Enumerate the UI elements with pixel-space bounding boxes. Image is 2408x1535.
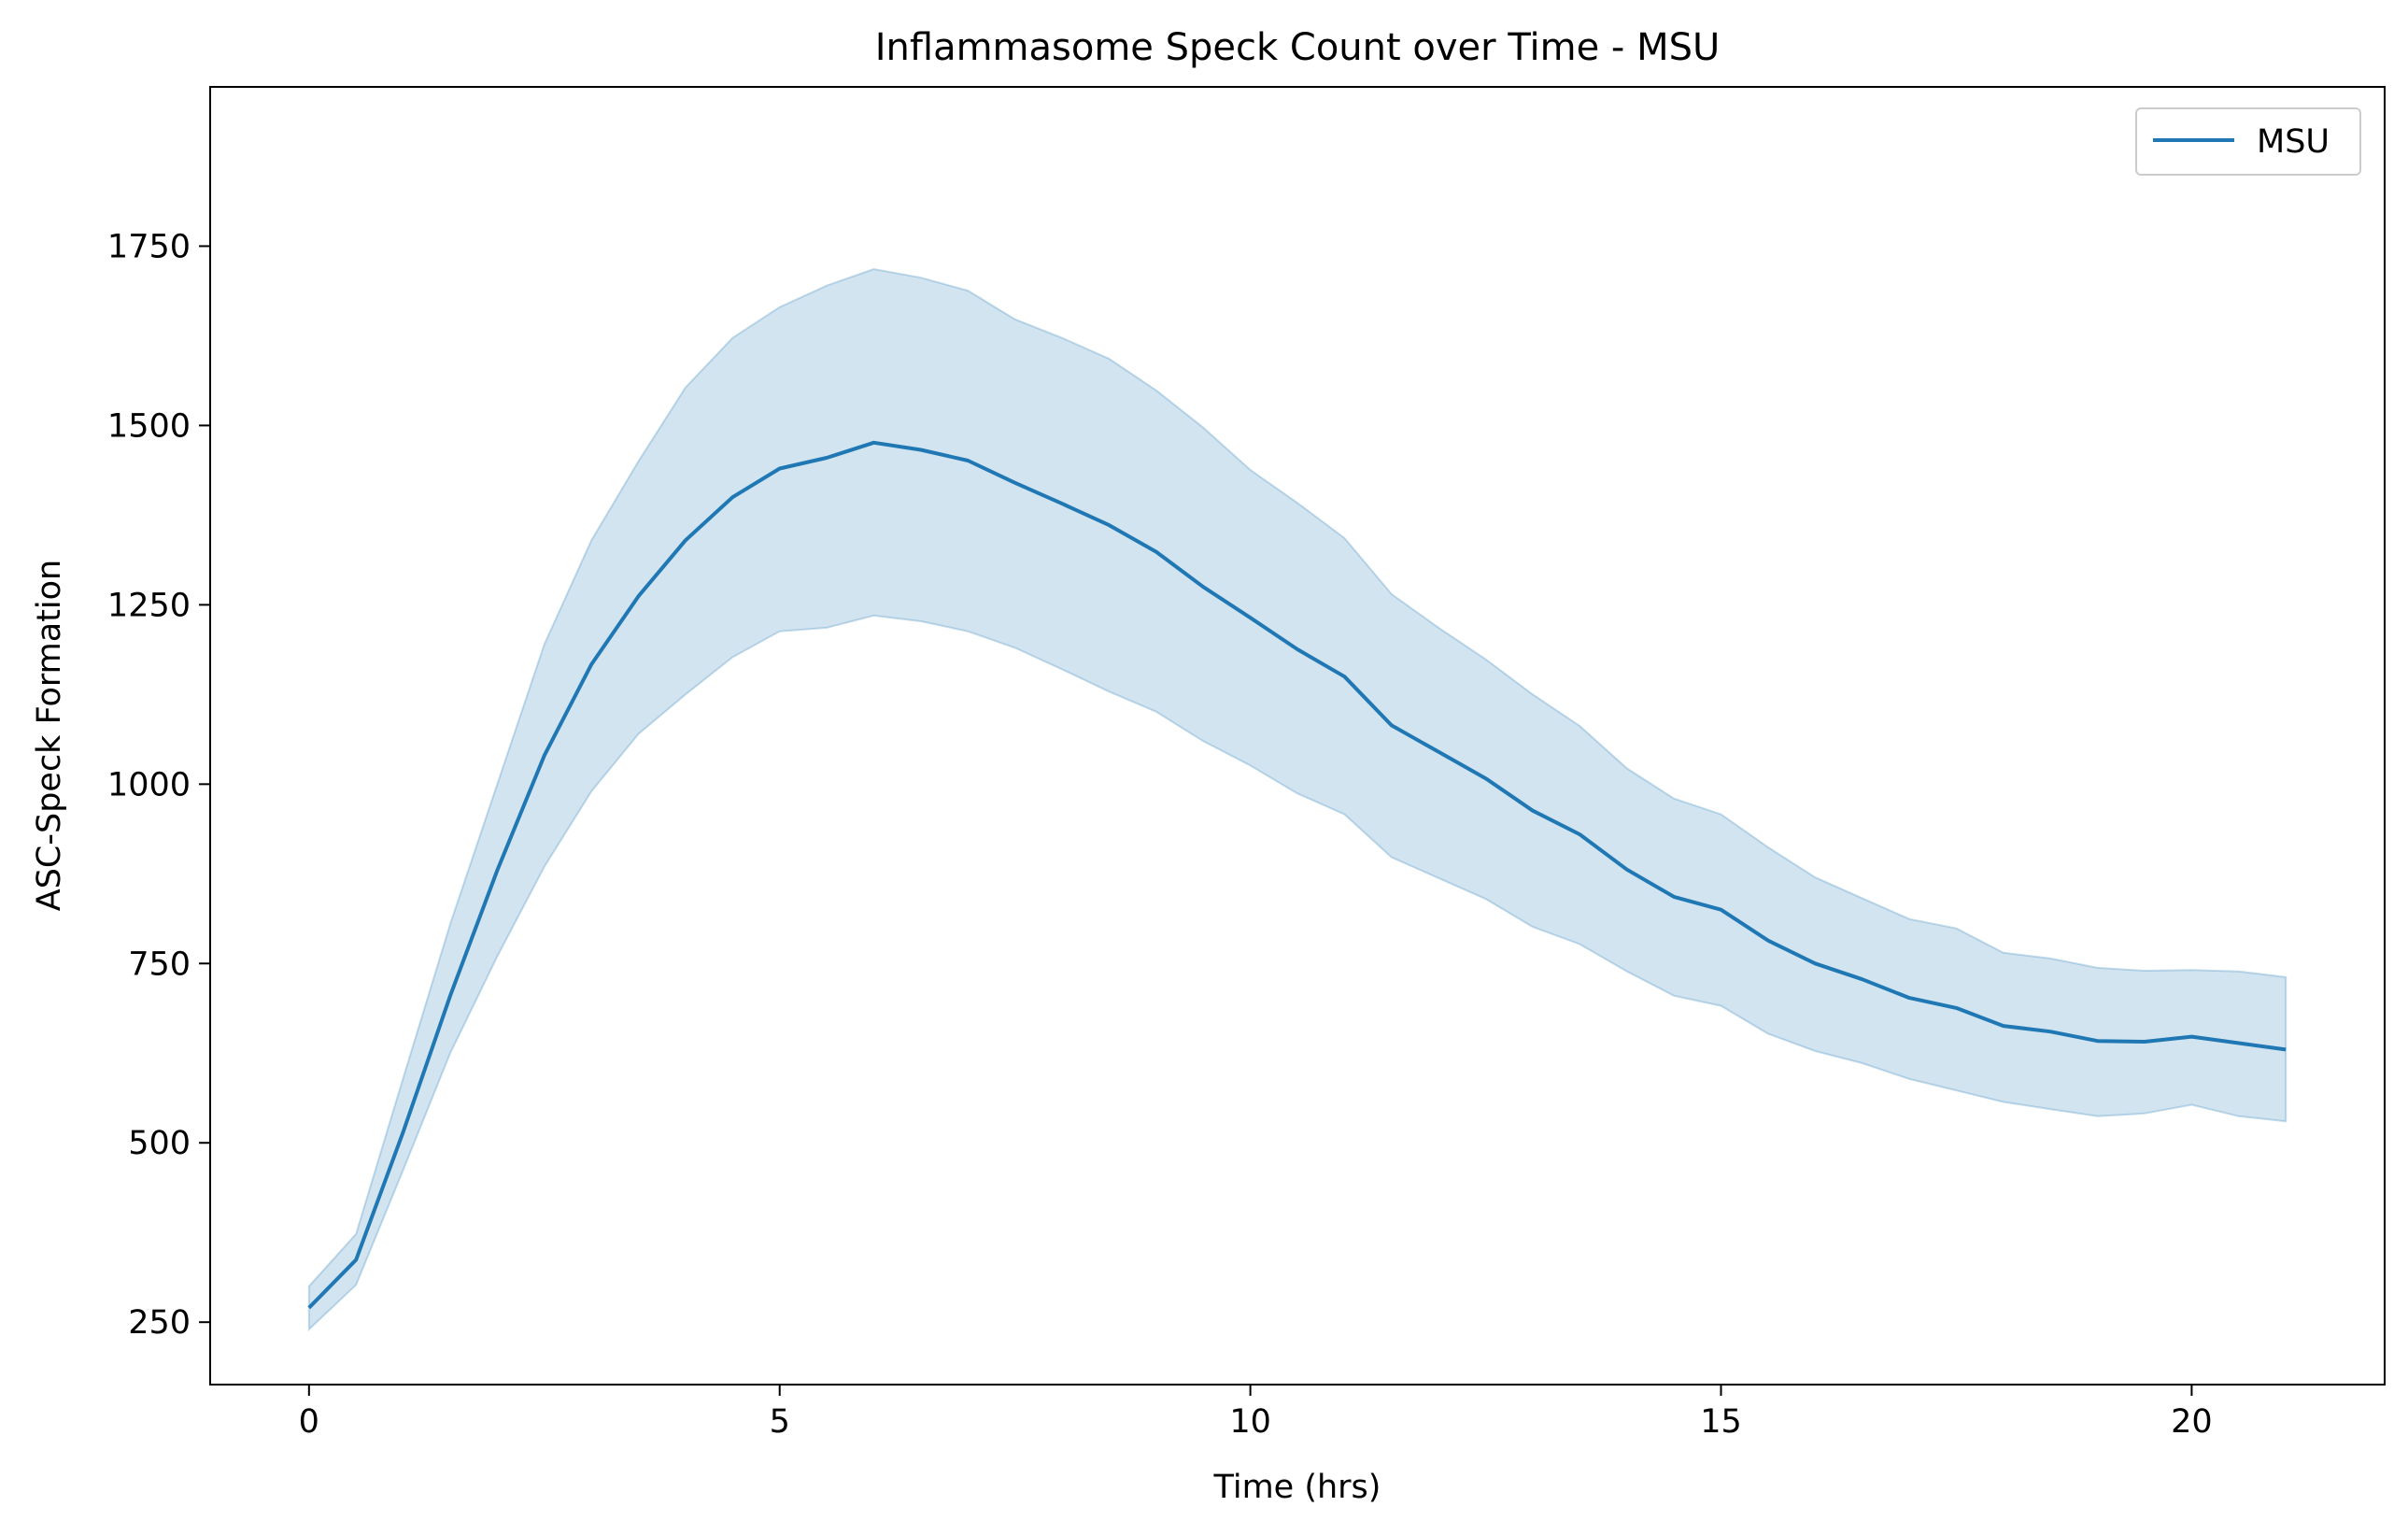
- plot-layer: [307, 267, 2288, 1332]
- x-tick-label: 20: [2171, 1403, 2213, 1441]
- y-axis-label: ASC-Speck Formation: [31, 560, 68, 912]
- x-axis-ticks: 0 5 10 15 20: [299, 1385, 2213, 1441]
- y-tick-label: 1750: [107, 228, 191, 265]
- legend-frame: [2135, 107, 2361, 176]
- confidence-band-msu: [307, 267, 2288, 1332]
- chart-title: Inflammasome Speck Count over Time - MSU: [875, 26, 1721, 69]
- x-tick-label: 10: [1229, 1403, 1271, 1441]
- legend-label-msu: MSU: [2257, 123, 2330, 161]
- y-tick-label: 1000: [107, 766, 191, 803]
- y-tick-label: 1250: [107, 587, 191, 624]
- legend: MSU: [2135, 107, 2361, 176]
- y-axis-ticks: 250 500 750 1000 1250 1500 1750: [107, 228, 210, 1342]
- series-line-msu: [307, 440, 2287, 1310]
- x-tick-label: 0: [299, 1403, 319, 1441]
- y-tick-label: 1500: [107, 407, 191, 445]
- y-tick-label: 250: [128, 1304, 191, 1342]
- plot-frame: [209, 86, 2386, 1386]
- x-tick-label: 15: [1700, 1403, 1742, 1441]
- x-axis-label: Time (hrs): [1213, 1469, 1381, 1506]
- y-tick-label: 750: [128, 945, 191, 983]
- y-tick-label: 500: [128, 1125, 191, 1162]
- x-tick-label: 5: [770, 1403, 790, 1441]
